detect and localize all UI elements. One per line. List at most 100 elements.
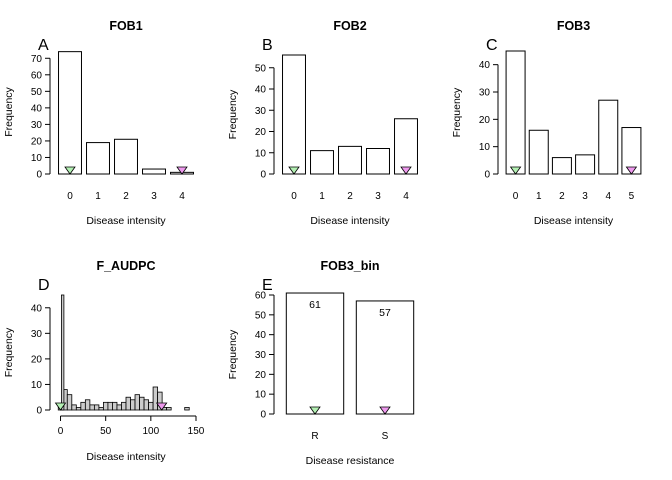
- histogram-bar: [148, 401, 154, 411]
- panel-letter: B: [262, 37, 273, 54]
- bar: [528, 129, 549, 175]
- bar: [394, 118, 418, 175]
- min-marker-triangle: [54, 402, 67, 411]
- x-axis-label: Disease resistance: [306, 455, 395, 467]
- histogram-bar: [80, 401, 86, 411]
- histogram-bar: [143, 399, 149, 411]
- x-axis-label: Disease intensity: [86, 451, 166, 463]
- panel-title: F_AUDPC: [96, 259, 155, 273]
- histogram-bar: [71, 404, 77, 411]
- histogram-bar: [112, 401, 118, 411]
- histogram-bar: [121, 401, 127, 411]
- min-marker-triangle: [288, 166, 300, 175]
- x-tick-label: 2: [123, 191, 129, 202]
- histogram-bar: [89, 404, 95, 411]
- bar: [575, 154, 596, 175]
- x-axis-label: Disease intensity: [310, 215, 390, 227]
- y-tick-label: 10: [255, 390, 267, 401]
- y-axis-label: Frequency: [3, 86, 15, 136]
- y-axis-label: Frequency: [227, 329, 239, 379]
- bar: [86, 142, 110, 175]
- bar: [285, 292, 345, 415]
- x-tick-label: 0: [513, 191, 519, 202]
- y-tick-label: 30: [31, 329, 43, 340]
- bar: [58, 51, 82, 175]
- y-tick-label: 50: [255, 310, 267, 321]
- histogram-bar: [93, 404, 100, 411]
- histogram-bar: [184, 407, 190, 411]
- histogram-bar: [107, 401, 113, 411]
- y-tick-label: 0: [36, 406, 42, 417]
- bar: [282, 54, 306, 175]
- y-axis-label: Frequency: [3, 327, 15, 377]
- bar-data-label: 61: [309, 299, 321, 311]
- x-tick-label: 2: [347, 191, 353, 202]
- y-tick-label: 10: [31, 380, 43, 391]
- y-tick-label: 20: [479, 115, 491, 126]
- y-tick-label: 50: [255, 63, 267, 74]
- bar: [310, 150, 334, 175]
- y-tick-label: 0: [36, 170, 42, 181]
- y-tick-label: 10: [31, 153, 43, 164]
- y-tick-label: 20: [31, 136, 43, 147]
- bar: [366, 148, 390, 175]
- x-tick-label: R: [311, 431, 318, 442]
- panel-letter: E: [262, 277, 273, 294]
- x-tick-label: 1: [536, 191, 542, 202]
- y-tick-label: 40: [255, 85, 267, 96]
- y-tick-label: 0: [484, 170, 490, 181]
- x-tick-label: 0: [67, 191, 73, 202]
- bar-data-label: 57: [379, 307, 391, 319]
- x-tick-label: S: [382, 431, 389, 442]
- histogram-bar: [152, 386, 159, 411]
- y-tick-label: 50: [31, 87, 43, 98]
- histogram-bar: [66, 394, 73, 411]
- y-tick-label: 40: [31, 303, 43, 314]
- y-tick-label: 20: [255, 370, 267, 381]
- max-marker-triangle: [400, 166, 412, 175]
- max-marker-triangle: [176, 166, 188, 175]
- x-tick-label: 0: [291, 191, 297, 202]
- bar: [114, 138, 138, 175]
- x-tick-label: 100: [142, 426, 159, 437]
- y-tick-label: 60: [255, 291, 267, 302]
- y-tick-label: 10: [479, 142, 491, 153]
- y-tick-label: 10: [255, 148, 267, 159]
- x-tick-label: 1: [95, 191, 101, 202]
- histogram-bar: [139, 396, 145, 411]
- x-tick-label: 5: [629, 191, 635, 202]
- bar: [142, 168, 166, 175]
- bar: [338, 145, 362, 175]
- x-tick-label: 1: [319, 191, 325, 202]
- x-tick-label: 150: [188, 426, 205, 437]
- histogram-bar: [125, 396, 131, 411]
- x-axis-label: Disease intensity: [534, 215, 614, 227]
- panel-title: FOB1: [109, 19, 142, 33]
- histogram-bar: [84, 399, 91, 411]
- y-tick-label: 0: [260, 170, 266, 181]
- y-tick-label: 40: [255, 330, 267, 341]
- panel-letter: C: [486, 37, 498, 54]
- x-tick-label: 3: [582, 191, 588, 202]
- bar: [598, 99, 619, 175]
- histogram-bar: [134, 394, 140, 411]
- x-tick-label: 0: [58, 426, 64, 437]
- histogram-bar: [116, 404, 122, 411]
- histogram-bar: [61, 294, 65, 411]
- histogram-bar: [157, 391, 163, 411]
- bar: [551, 157, 572, 175]
- panel-d: F_AUDPC D Disease intensity Frequency 0 10 20 3…: [3, 259, 205, 463]
- y-tick-label: 30: [479, 88, 491, 99]
- panel-letter: A: [38, 37, 49, 54]
- max-marker-triangle: [155, 402, 168, 411]
- x-tick-label: 4: [605, 191, 611, 202]
- panel-letter: D: [38, 277, 50, 294]
- x-tick-label: 50: [100, 426, 112, 437]
- x-tick-label: 2: [559, 191, 565, 202]
- y-tick-label: 70: [31, 54, 43, 65]
- panel-title: FOB3_bin: [320, 259, 379, 273]
- panel-title: FOB2: [333, 19, 366, 33]
- histogram-bar: [166, 407, 172, 411]
- y-tick-label: 40: [479, 60, 491, 71]
